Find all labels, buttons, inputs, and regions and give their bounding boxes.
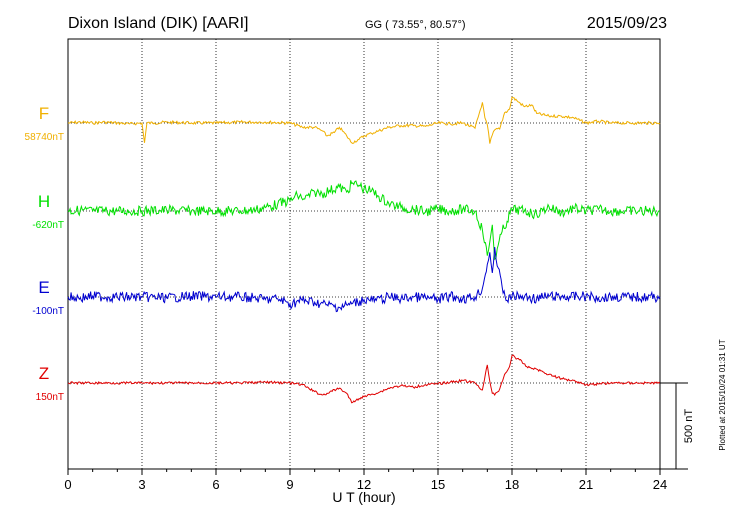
series-name-Z: Z (39, 364, 49, 383)
x-tick-label-12: 12 (357, 477, 371, 492)
x-tick-label-15: 15 (431, 477, 445, 492)
trace-F (67, 96, 661, 144)
series-name-H: H (38, 192, 50, 211)
station-title: Dixon Island (DIK) [AARI] (68, 15, 249, 32)
x-tick-label-3: 3 (138, 477, 145, 492)
x-tick-label-21: 21 (579, 477, 593, 492)
series-name-F: F (39, 104, 49, 123)
x-tick-label-18: 18 (505, 477, 519, 492)
grid-lines (68, 39, 660, 469)
scale-bar: 500 nT (660, 382, 695, 470)
x-tick-label-6: 6 (212, 477, 219, 492)
x-tick-label-0: 0 (64, 477, 71, 492)
x-axis-label: U T (hour) (332, 489, 395, 505)
series-baseline-F: 58740nT (25, 132, 64, 143)
x-tick-label-24: 24 (653, 477, 667, 492)
plot-frame (67, 38, 661, 470)
station-coords: GG ( 73.55°, 80.57°) (365, 19, 466, 31)
series-traces (67, 96, 661, 404)
trace-H (67, 180, 661, 261)
scale-bar-label: 500 nT (683, 409, 695, 444)
x-tick-marks (67, 469, 661, 475)
series-baseline-E: -100nT (32, 306, 64, 317)
series-baseline-Z: 150nT (36, 392, 64, 403)
series-name-E: E (38, 278, 49, 297)
series-labels: F 58740nT H -620nT E -100nT Z 150nT (25, 104, 64, 403)
chart-date: 2015/09/23 (587, 15, 667, 32)
x-tick-labels: 0 3 6 9 12 15 18 21 24 (64, 477, 667, 492)
plotted-note: Plotted at 2015/10/24 01:31 UT (718, 339, 727, 450)
trace-E (67, 247, 661, 313)
trace-Z (67, 354, 661, 404)
x-tick-label-9: 9 (286, 477, 293, 492)
series-baseline-H: -620nT (32, 220, 64, 231)
